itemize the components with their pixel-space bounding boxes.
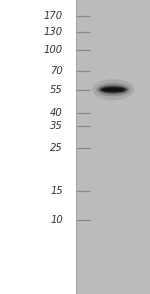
Text: 70: 70: [50, 66, 63, 76]
Text: 35: 35: [50, 121, 63, 131]
Ellipse shape: [96, 83, 130, 96]
Text: 100: 100: [44, 45, 63, 55]
Ellipse shape: [101, 87, 126, 93]
Text: 55: 55: [50, 85, 63, 95]
Bar: [76, 0, 150, 294]
Ellipse shape: [99, 86, 128, 94]
Text: 130: 130: [44, 27, 63, 37]
Text: 170: 170: [44, 11, 63, 21]
Ellipse shape: [92, 79, 134, 100]
Text: 10: 10: [50, 215, 63, 225]
Text: 15: 15: [50, 186, 63, 196]
Ellipse shape: [103, 88, 124, 91]
Text: 40: 40: [50, 108, 63, 118]
Text: 25: 25: [50, 143, 63, 153]
